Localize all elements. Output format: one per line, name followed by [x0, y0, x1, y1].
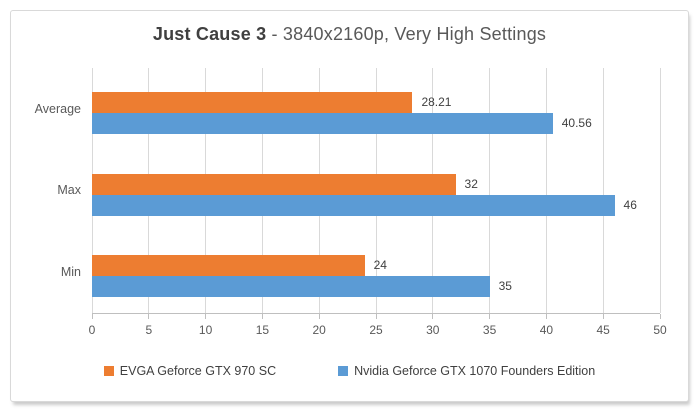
legend-label: Nvidia Geforce GTX 1070 Founders Edition — [354, 364, 596, 378]
x-tick-mark — [659, 314, 661, 319]
x-axis-tick-label: 35 — [482, 323, 497, 337]
x-axis-tick-label: 0 — [88, 323, 96, 337]
bar-min-series1 — [92, 255, 365, 277]
x-axis-tick-label: 45 — [596, 323, 610, 337]
x-tick-mark — [91, 314, 93, 319]
x-tick-mark — [432, 314, 434, 319]
x-tick-mark — [261, 314, 263, 319]
bar-value-label: 24 — [373, 258, 387, 273]
legend-label: EVGA Geforce GTX 970 SC — [119, 364, 277, 378]
bar-average-series2 — [92, 113, 553, 134]
x-axis-tick-label: 10 — [198, 323, 213, 337]
chart-frame: Just Cause 3 - 3840x2160p, Very High Set… — [10, 10, 689, 402]
legend: EVGA Geforce GTX 970 SC Nvidia Geforce GT… — [11, 364, 688, 378]
x-tick-mark — [545, 314, 547, 319]
x-axis: 0 5 10 15 20 25 30 35 40 45 50 — [89, 314, 667, 354]
legend-swatch — [338, 366, 349, 376]
legend-swatch — [103, 366, 114, 376]
gridline — [602, 68, 604, 313]
bar-value-label: 32 — [464, 176, 478, 191]
x-axis-tick-label: 15 — [255, 323, 270, 337]
category-label: Min — [60, 265, 81, 280]
bar-value-label: 46 — [623, 197, 637, 212]
x-tick-mark — [148, 314, 150, 319]
legend-item: Nvidia Geforce GTX 1070 Founders Edition — [338, 364, 595, 378]
x-axis-tick-label: 5 — [145, 323, 153, 337]
chart-title-settings: - 3840x2160p, Very High Settings — [266, 24, 547, 44]
bar-value-label: 35 — [498, 279, 512, 294]
x-axis-tick-label: 25 — [369, 323, 383, 337]
category-label: Average — [34, 101, 81, 116]
legend-item: EVGA Geforce GTX 970 SC — [103, 364, 277, 378]
bar-value-label: 28.21 — [421, 95, 452, 109]
x-tick-mark — [205, 314, 207, 319]
x-axis-tick-label: 50 — [653, 323, 667, 337]
x-axis-tick-label: 20 — [312, 323, 326, 337]
bar-max-series2 — [92, 194, 615, 216]
bar-min-series2 — [92, 276, 490, 298]
plot-area: 28.21 32 24 40.56 46 35 — [91, 68, 661, 314]
y-axis-category-labels: Average Max Min — [11, 68, 81, 313]
x-axis-tick-label: 30 — [426, 323, 440, 337]
x-axis-tick-label: 40 — [539, 323, 554, 337]
bar-value-label: 40.56 — [561, 116, 592, 130]
chart-title: Just Cause 3 - 3840x2160p, Very High Set… — [11, 24, 688, 45]
x-tick-mark — [375, 314, 377, 319]
x-tick-mark — [489, 314, 491, 319]
gridline — [489, 68, 491, 313]
bar-max-series1 — [92, 173, 456, 195]
chart-title-game: Just Cause 3 — [152, 24, 267, 44]
category-label: Max — [57, 183, 81, 198]
bar-average-series1 — [92, 92, 413, 113]
x-tick-mark — [318, 314, 320, 319]
gridline — [545, 68, 547, 313]
x-tick-mark — [602, 314, 604, 319]
gridline — [659, 68, 661, 313]
